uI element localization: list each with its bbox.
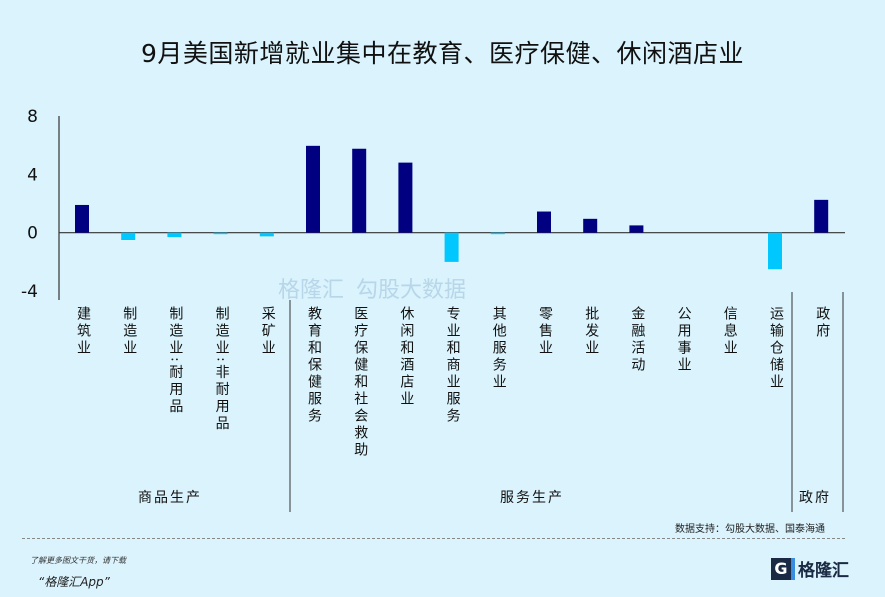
bar xyxy=(814,199,829,233)
watermark: 格隆汇 勾股大数据 xyxy=(278,272,466,304)
y-tick-label: 8 xyxy=(27,107,38,127)
y-tick-label: 4 xyxy=(27,165,38,185)
category-label: 专业和商业服务 xyxy=(444,306,461,425)
bar xyxy=(259,232,274,237)
group-label: 商品生产 xyxy=(138,490,202,506)
source-note: 数据支持：勾股大数据、国泰海通 xyxy=(675,524,825,535)
bar xyxy=(444,232,459,262)
y-tick-label: -4 xyxy=(21,282,38,302)
category-label: 休闲和酒店业 xyxy=(398,306,415,408)
bar xyxy=(75,204,89,233)
y-tick-label: 0 xyxy=(27,224,38,244)
bar xyxy=(490,232,505,235)
watermark-data: 勾股大数据 xyxy=(356,278,467,303)
bar xyxy=(629,225,644,233)
logo: G 格隆汇 xyxy=(771,556,849,581)
category-label: 批发业 xyxy=(583,306,600,357)
bar xyxy=(768,232,782,270)
category-label: 制造业 xyxy=(121,306,138,357)
group-label: 服务生产 xyxy=(500,490,564,506)
category-label: 公用事业 xyxy=(675,306,692,374)
bar xyxy=(167,232,182,238)
category-label: 其他服务业 xyxy=(490,306,507,391)
logo-icon: G xyxy=(771,557,795,580)
category-label: 零售业 xyxy=(537,306,553,357)
category-label: 运输仓储业 xyxy=(768,306,784,391)
chart-title: 9月美国新增就业集中在教育、医疗保健、休闲酒店业 xyxy=(141,39,744,68)
bar xyxy=(583,218,598,233)
bar xyxy=(352,148,367,233)
logo-text: 格隆汇 xyxy=(798,561,849,581)
category-label: 采矿业 xyxy=(259,306,276,357)
watermark-brand: 格隆汇 xyxy=(278,278,345,303)
category-label: 医疗保健和社会救助 xyxy=(352,306,369,459)
footer-text: 了解更多图文干货，请下载 xyxy=(30,556,126,565)
category-label: 制造业:非耐用品 xyxy=(213,306,230,433)
bar xyxy=(121,232,136,240)
category-label: 建筑业 xyxy=(75,306,91,357)
category-label: 金融活动 xyxy=(629,306,646,374)
divider xyxy=(22,538,845,539)
group-label: 政府 xyxy=(799,490,831,506)
bar xyxy=(306,145,320,233)
category-label: 政府 xyxy=(814,306,831,340)
category-label: 信息业 xyxy=(721,306,738,357)
footer-app: “格隆汇App” xyxy=(38,575,110,589)
bar xyxy=(537,211,551,233)
bar xyxy=(213,232,228,235)
category-label: 制造业:耐用品 xyxy=(167,306,184,416)
bar xyxy=(398,162,413,233)
category-label: 教育和保健服务 xyxy=(306,306,322,425)
